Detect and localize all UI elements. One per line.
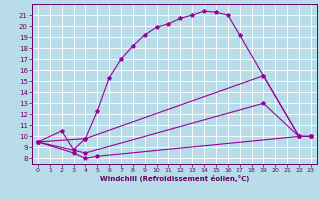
X-axis label: Windchill (Refroidissement éolien,°C): Windchill (Refroidissement éolien,°C) xyxy=(100,175,249,182)
